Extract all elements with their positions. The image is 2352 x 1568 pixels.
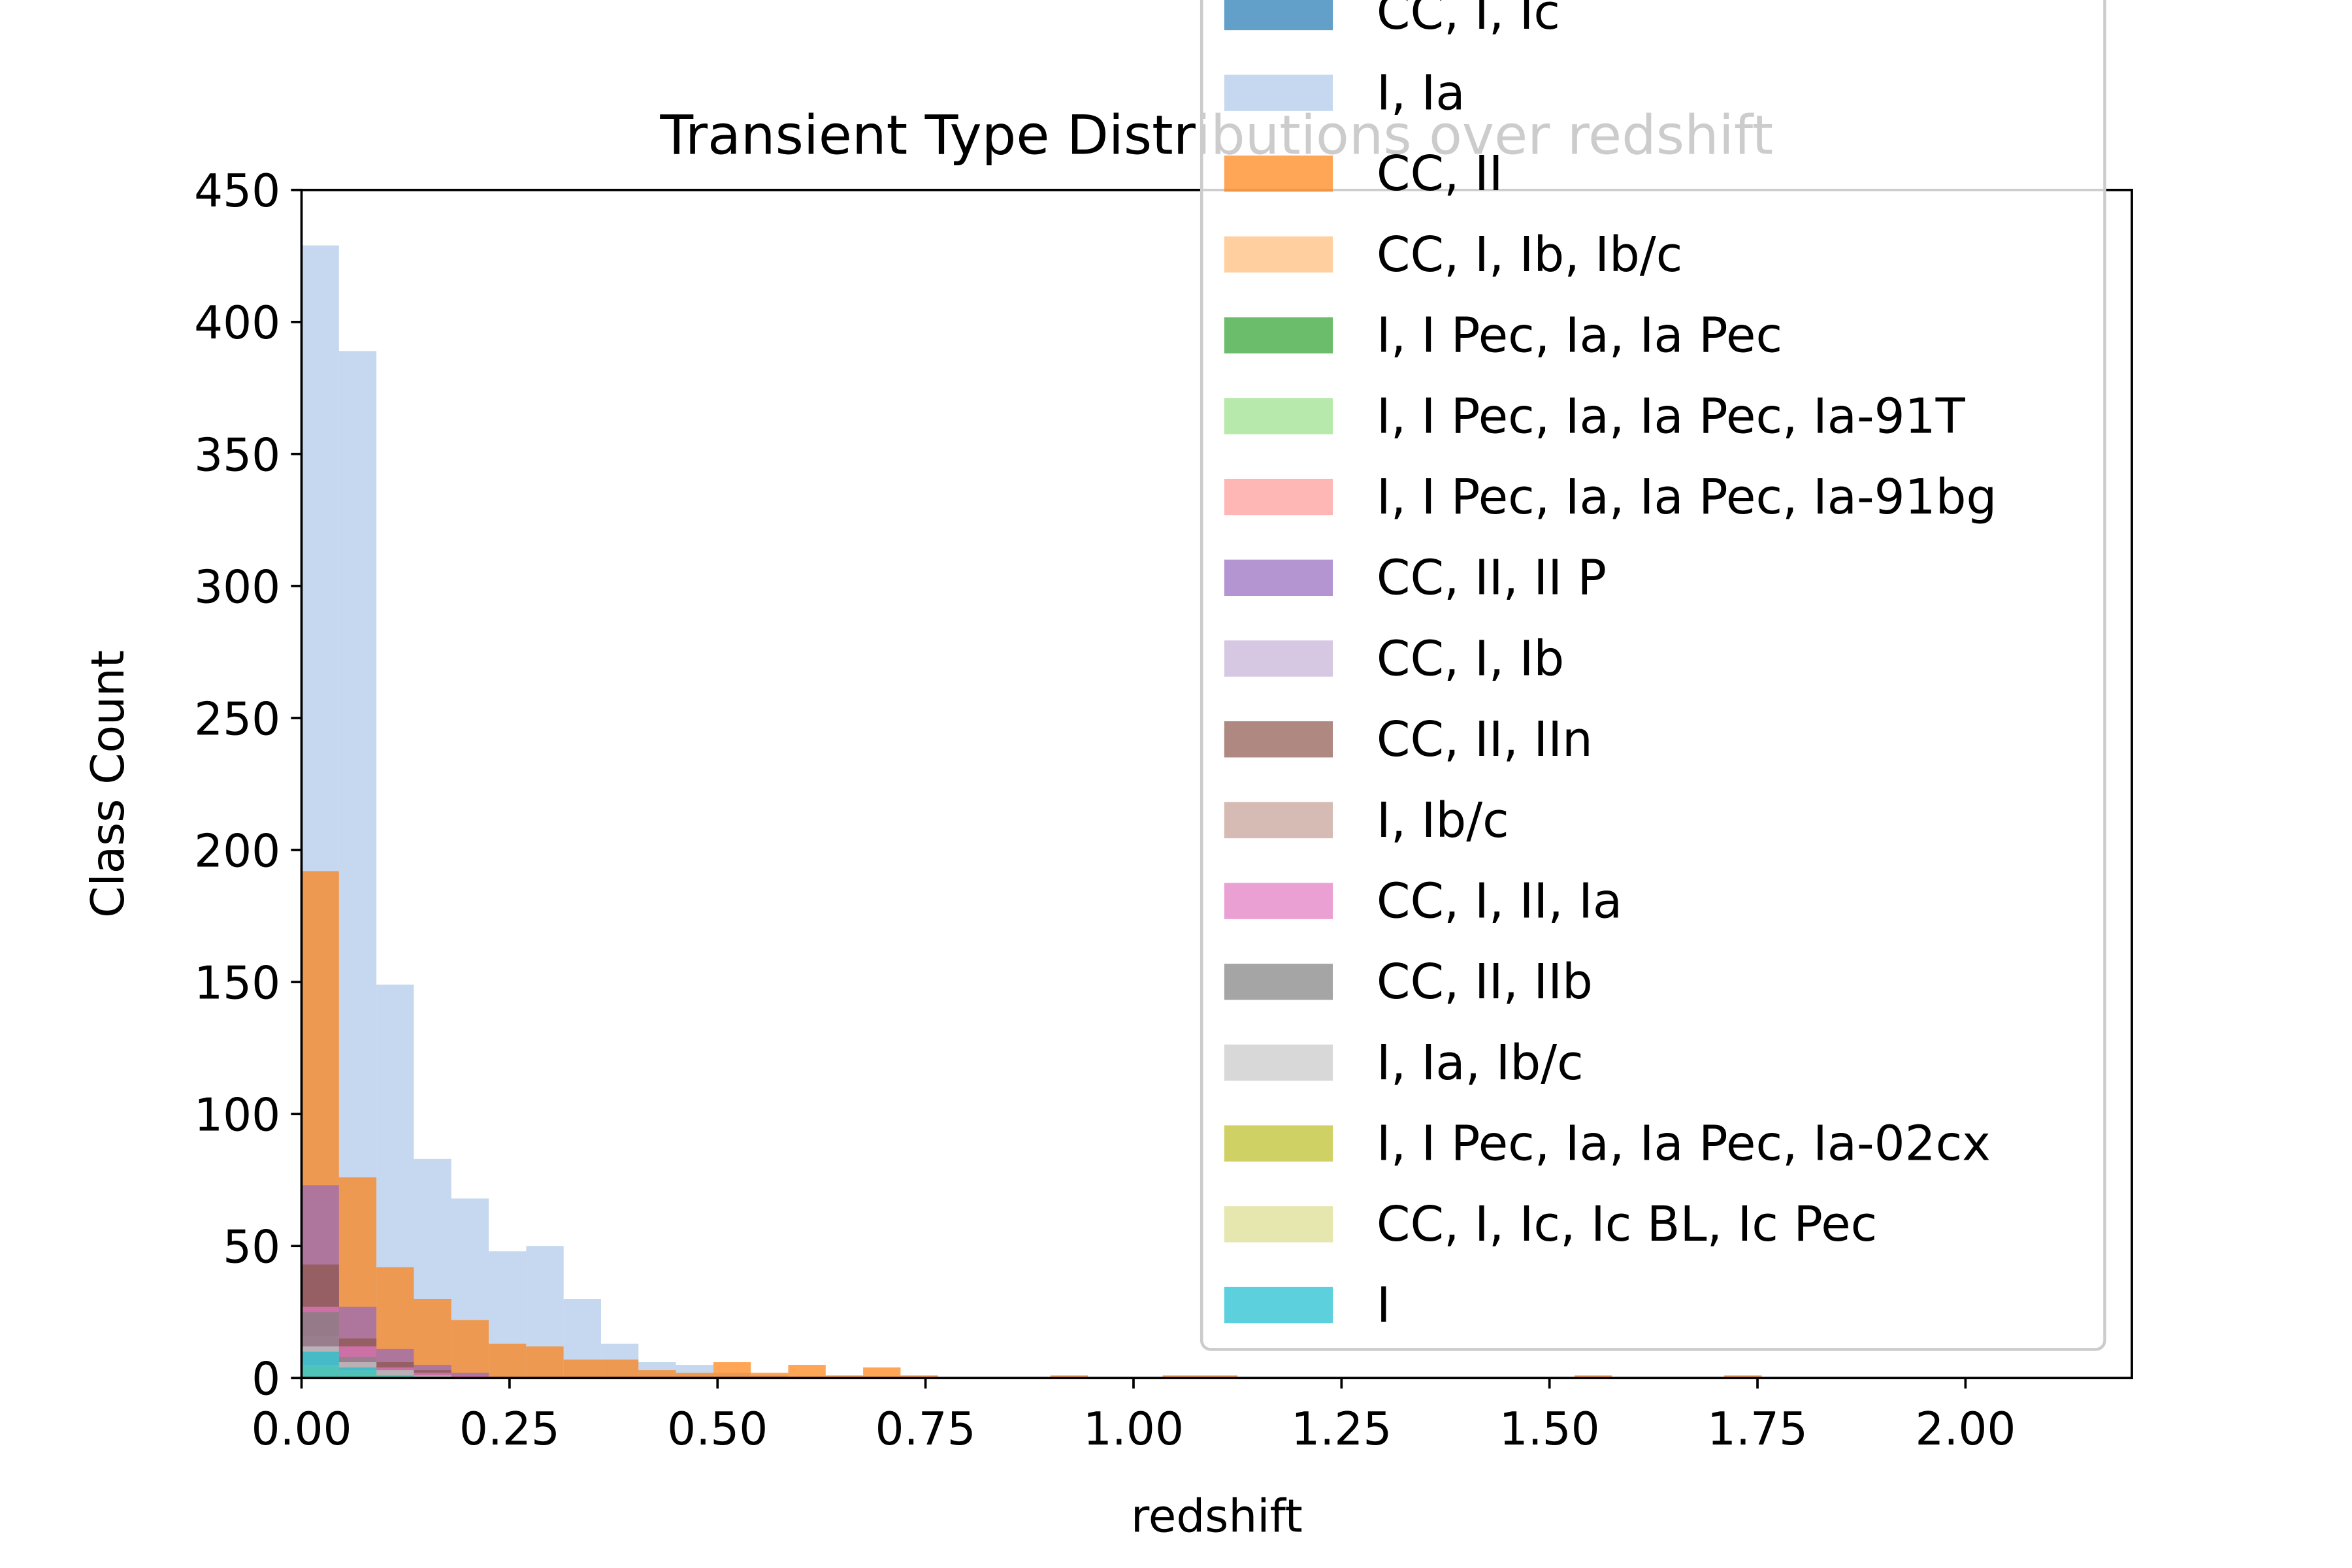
- legend-box: [1200, 0, 2106, 1351]
- x-tick-label: 0.00: [251, 1403, 351, 1456]
- histogram-bar: [600, 1359, 639, 1379]
- legend-entry-label: CC, II, IIn: [1377, 711, 1593, 768]
- x-tick-label: 1.50: [1499, 1403, 1600, 1456]
- histogram-bar: [563, 1359, 601, 1379]
- legend-entry-label: I, Ia, Ib/c: [1377, 1035, 1584, 1091]
- y-tick-label: 350: [194, 429, 280, 482]
- legend-entry-label: I, I Pec, Ia, Ia Pec: [1377, 308, 1782, 364]
- legend-entry-label: CC, I, II, Ia: [1377, 873, 1622, 929]
- legend-entry-label: I, I Pec, Ia, Ia Pec, Ia-91T: [1377, 388, 1966, 444]
- series-bars-16: [301, 1351, 414, 1379]
- x-tick-label: 1.25: [1291, 1403, 1392, 1456]
- legend-entry-label: CC, II, II P: [1377, 550, 1607, 606]
- histogram-bar: [825, 1375, 864, 1379]
- histogram-bar: [451, 1320, 489, 1379]
- x-tick-label: 2.00: [1915, 1403, 2016, 1456]
- histogram-bar: [713, 1362, 751, 1379]
- series-bars-2: [301, 871, 1762, 1379]
- histogram-bar: [1162, 1375, 1200, 1379]
- histogram-bar: [526, 1346, 564, 1379]
- y-tick-label: 50: [223, 1222, 280, 1274]
- y-tick-label: 200: [194, 825, 280, 877]
- axis-ticks: 0.00 0.25 0.50 0.75 1.00 1.25 1.50 1.75 2.00 0 50 1…: [194, 165, 2016, 1456]
- y-tick-label: 0: [252, 1354, 280, 1406]
- legend-swatch: [1224, 1206, 1333, 1243]
- legend-swatch: [1224, 155, 1333, 192]
- x-tick-label: 0.50: [667, 1403, 768, 1456]
- legend-entry-label: CC, II, IIb: [1377, 954, 1593, 1010]
- x-tick-label: 1.75: [1707, 1403, 1808, 1456]
- histogram-bar: [676, 1373, 713, 1379]
- legend-entry-label: I: [1377, 1277, 1391, 1333]
- legend-entry-label: CC, II: [1377, 146, 1503, 202]
- x-tick-label: 0.25: [459, 1403, 560, 1456]
- y-tick-label: 100: [194, 1090, 280, 1142]
- legend-entry-label: I, I Pec, Ia, Ia Pec, Ia-02cx: [1377, 1116, 1991, 1172]
- legend-swatch: [1224, 317, 1333, 353]
- legend-entry-label: I, I Pec, Ia, Ia Pec, Ia-91bg: [1377, 469, 1997, 525]
- histogram-bar: [638, 1370, 676, 1379]
- histogram-bar: [489, 1343, 527, 1379]
- histogram-bar: [1200, 1375, 1238, 1379]
- legend-swatch: [1224, 721, 1333, 758]
- histogram-bar: [751, 1373, 789, 1379]
- legend-entry-label: I, Ib/c: [1377, 792, 1509, 849]
- histogram-bar: [338, 1367, 377, 1379]
- legend-entry-label: I, Ia: [1377, 65, 1465, 122]
- legend-swatch: [1224, 1286, 1333, 1324]
- y-tick-label: 450: [194, 165, 280, 218]
- histogram-bar: [451, 1373, 489, 1379]
- x-axis-label: redshift: [1131, 1491, 1303, 1543]
- legend-swatch: [1224, 1044, 1333, 1081]
- x-tick-label: 0.75: [875, 1403, 976, 1456]
- legend-entry-label: CC, I, Ic: [1377, 0, 1560, 41]
- histogram-bar: [863, 1367, 901, 1379]
- histogram-bar: [900, 1375, 938, 1379]
- y-tick-label: 150: [194, 957, 280, 1009]
- y-tick-label: 300: [194, 561, 280, 613]
- legend-swatch: [1224, 559, 1333, 596]
- legend-swatch: [1224, 640, 1333, 677]
- histogram-bar: [414, 1373, 451, 1379]
- legend-swatch: [1224, 802, 1333, 839]
- histogram-bars: [301, 245, 1762, 1379]
- legend-entry-label: CC, I, Ib, Ib/c: [1377, 227, 1682, 283]
- legend-swatch: [1224, 398, 1333, 434]
- legend-swatch: [1224, 74, 1333, 111]
- legend-swatch: [1224, 0, 1333, 31]
- histogram-bar: [1050, 1375, 1088, 1379]
- histogram-bar: [414, 1375, 451, 1379]
- histogram-bar: [301, 1351, 339, 1379]
- legend-swatch: [1224, 478, 1333, 515]
- histogram-bar: [376, 1375, 414, 1379]
- legend: CC, I, Ic I, Ia CC, II CC, I, Ib, Ib/c I, I …: [1200, 0, 2106, 1351]
- y-tick-label: 250: [194, 693, 280, 745]
- y-axis-label: Class Count: [82, 650, 135, 918]
- legend-entry-label: CC, I, Ib: [1377, 630, 1564, 687]
- histogram-bar: [1574, 1375, 1612, 1379]
- histogram-bar: [1724, 1375, 1762, 1379]
- legend-entry-label: CC, I, Ic, Ic BL, Ic Pec: [1377, 1196, 1877, 1252]
- legend-swatch: [1224, 236, 1333, 273]
- histogram-bar: [788, 1365, 826, 1379]
- histogram-bar: [451, 1375, 489, 1379]
- legend-swatch: [1224, 1125, 1333, 1162]
- legend-swatch: [1224, 883, 1333, 919]
- y-tick-label: 400: [194, 297, 280, 350]
- x-tick-label: 1.00: [1083, 1403, 1184, 1456]
- legend-swatch: [1224, 964, 1333, 1000]
